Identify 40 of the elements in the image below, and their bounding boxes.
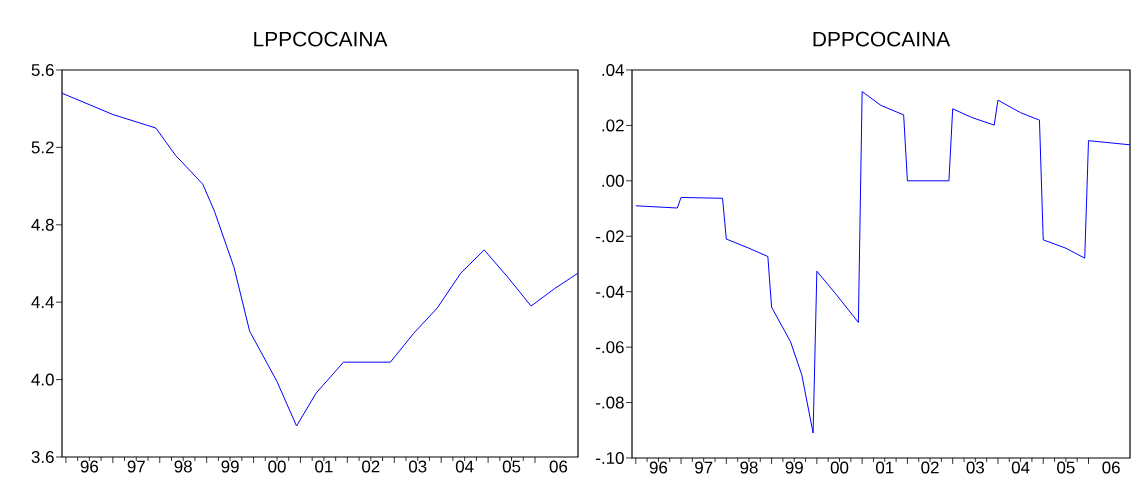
x-tick-label: 00 xyxy=(830,461,849,474)
line-series xyxy=(635,91,1131,434)
y-tick-label: -.10 xyxy=(596,451,624,464)
y-tick-label: 4.4 xyxy=(31,296,55,309)
y-tick-label: .00 xyxy=(602,174,624,187)
x-tick-label: 03 xyxy=(966,461,984,474)
x-tick-label: 05 xyxy=(1057,461,1075,474)
x-tick-label: 03 xyxy=(408,460,427,473)
x-tick-label: 06 xyxy=(1102,461,1120,474)
x-tick-label: 98 xyxy=(740,461,758,474)
x-tick-label: 00 xyxy=(268,460,286,473)
x-tick-label: 99 xyxy=(221,460,239,473)
x-tick-label: 98 xyxy=(174,460,192,473)
x-tick-label: 96 xyxy=(649,461,668,474)
x-tick-label: 04 xyxy=(455,460,474,473)
x-tick-label: 01 xyxy=(876,461,894,474)
y-tick-label: 5.2 xyxy=(31,141,54,154)
y-tick-label: -.08 xyxy=(596,396,624,409)
x-tick-label: 02 xyxy=(362,460,380,473)
y-tick-label: .02 xyxy=(602,119,624,132)
y-tick-label: 4.0 xyxy=(31,373,54,386)
x-tick-label: 02 xyxy=(921,461,939,474)
chart-title: DPPCOCAINA xyxy=(813,31,951,47)
x-tick-label: 05 xyxy=(502,460,521,473)
y-tick-label: -.06 xyxy=(596,341,624,354)
y-tick-label: .04 xyxy=(602,63,624,76)
chart-title: LPPCOCAINA xyxy=(254,31,388,47)
x-tick-label: 97 xyxy=(127,460,145,473)
x-tick-label: 99 xyxy=(785,461,803,474)
y-tick-label: 4.8 xyxy=(31,218,54,231)
y-tick-label: 5.6 xyxy=(31,63,54,76)
x-tick-label: 04 xyxy=(1011,461,1030,474)
x-tick-label: 97 xyxy=(695,461,713,474)
x-tick-label: 01 xyxy=(315,460,333,473)
line-series xyxy=(62,92,579,427)
x-tick-label: 96 xyxy=(80,460,99,473)
x-tick-label: 06 xyxy=(549,460,568,473)
y-tick-label: -.04 xyxy=(596,285,624,298)
y-tick-label: -.02 xyxy=(596,230,624,243)
y-tick-label: 3.6 xyxy=(31,450,54,463)
